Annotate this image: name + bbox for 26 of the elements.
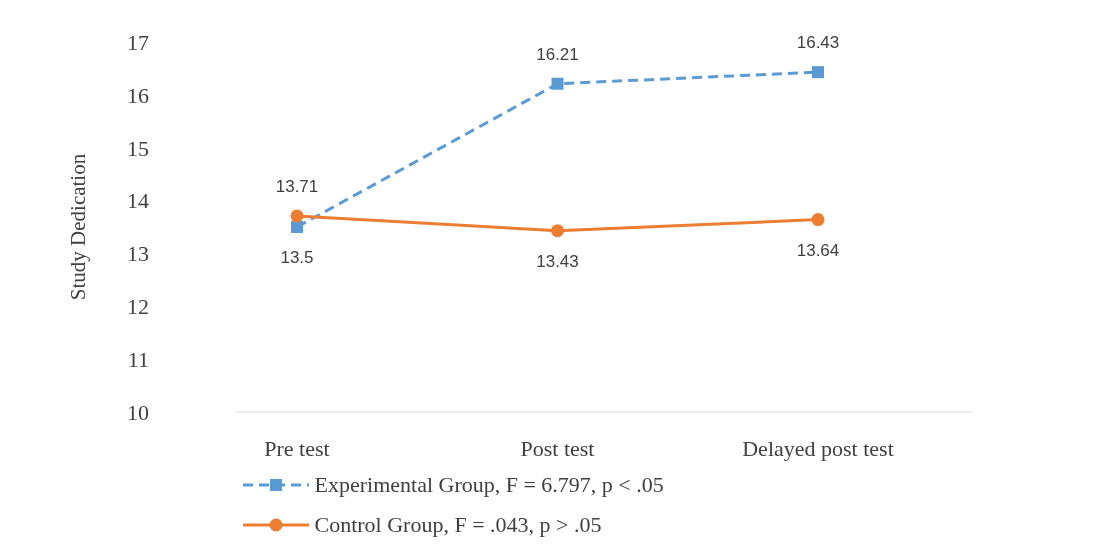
y-tick-label: 10 bbox=[127, 399, 149, 425]
y-tick-label: 17 bbox=[127, 29, 149, 55]
y-tick-label: 12 bbox=[127, 294, 149, 320]
legend-label: Experimental Group, F = 6.797, p < .05 bbox=[314, 472, 664, 498]
point bbox=[551, 77, 564, 90]
y-tick-label: 16 bbox=[127, 82, 149, 108]
y-tick-label: 11 bbox=[127, 346, 149, 372]
point bbox=[812, 66, 824, 79]
data-label: 13.43 bbox=[536, 251, 579, 271]
point bbox=[290, 209, 304, 223]
x-tick-label: Delayed post test bbox=[742, 435, 894, 461]
data-label: 16.21 bbox=[536, 44, 579, 64]
point bbox=[551, 224, 564, 238]
y-tick-label: 13 bbox=[127, 241, 149, 267]
data-label: 16.43 bbox=[796, 33, 840, 53]
x-tick-label: Post test bbox=[520, 435, 595, 461]
y-tick-label: 15 bbox=[127, 135, 149, 161]
y-tick-label: 14 bbox=[127, 188, 149, 214]
y-axis-title: Study Dedication bbox=[66, 153, 91, 301]
point bbox=[811, 213, 825, 227]
x-tick-label: Pre test bbox=[264, 435, 330, 461]
data-label: 13.5 bbox=[280, 248, 314, 267]
data-label: 13.64 bbox=[796, 240, 840, 260]
data-label: 13.71 bbox=[275, 176, 319, 196]
point bbox=[291, 221, 303, 233]
legend-label: Control Group, F = .043, p > .05 bbox=[314, 512, 602, 538]
